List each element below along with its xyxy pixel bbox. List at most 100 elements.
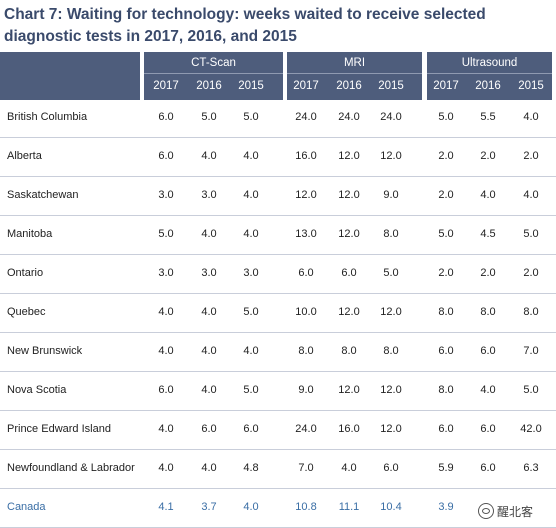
group-header-bg-1 <box>287 52 422 100</box>
table-cell: 7.0 <box>523 345 539 357</box>
group-header-bg-0 <box>144 52 283 100</box>
table-cell: 3.0 <box>201 267 217 279</box>
table-cell: 2.0 <box>523 267 539 279</box>
table-cell: 2.0 <box>438 267 454 279</box>
table-cell: 12.0 <box>380 150 402 162</box>
row-divider <box>0 449 556 450</box>
table-cell: 2.0 <box>438 189 454 201</box>
table-cell: 4.0 <box>243 150 259 162</box>
table-cell: 5.0 <box>158 228 174 240</box>
row-label: Newfoundland & Labrador <box>7 462 135 474</box>
table-cell: 42.0 <box>520 423 542 435</box>
table-cell: 9.0 <box>383 189 399 201</box>
row-label: British Columbia <box>7 111 88 123</box>
table-cell: 3.0 <box>158 189 174 201</box>
table-cell: 4.0 <box>201 345 217 357</box>
row-label: Prince Edward Island <box>7 423 111 435</box>
year-header: 2015 <box>378 80 404 92</box>
table-cell: 6.0 <box>438 345 454 357</box>
year-header: 2017 <box>433 80 459 92</box>
row-header-bg <box>0 52 140 100</box>
table-cell: 4.0 <box>158 345 174 357</box>
table-cell: 6.0 <box>480 345 496 357</box>
table-cell: 8.0 <box>298 345 314 357</box>
row-label: Saskatchewan <box>7 189 79 201</box>
row-label: Manitoba <box>7 228 53 240</box>
table-cell: 12.0 <box>338 228 360 240</box>
table-cell: 5.0 <box>201 111 217 123</box>
table-cell: 4.0 <box>480 384 496 396</box>
year-header: 2016 <box>475 80 501 92</box>
watermark-text: 醒北客 <box>497 504 534 519</box>
row-label: Alberta <box>7 150 42 162</box>
table-cell: 4.0 <box>341 462 357 474</box>
table-cell: 5.0 <box>438 228 454 240</box>
table-cell: 12.0 <box>338 150 360 162</box>
table-cell: 8.0 <box>341 345 357 357</box>
table-cell: 4.0 <box>523 111 539 123</box>
table-cell: 5.9 <box>438 462 454 474</box>
table-cell: 4.8 <box>243 462 259 474</box>
table-cell: 5.0 <box>383 267 399 279</box>
table-cell: 2.0 <box>523 150 539 162</box>
table-cell: 4.0 <box>243 228 259 240</box>
table-cell: 8.0 <box>480 306 496 318</box>
wechat-icon <box>478 503 494 519</box>
chart-title: Chart 7: Waiting for technology: weeks w… <box>4 6 486 45</box>
table-cell: 3.0 <box>243 267 259 279</box>
table-cell: 4.0 <box>243 345 259 357</box>
table-cell: 12.0 <box>380 384 402 396</box>
table-cell: 4.0 <box>201 384 217 396</box>
table-cell: 8.0 <box>383 228 399 240</box>
table-cell: 24.0 <box>295 423 317 435</box>
table-cell: 8.0 <box>438 384 454 396</box>
table-cell: 12.0 <box>338 384 360 396</box>
table-cell: 10.8 <box>295 501 317 513</box>
group-header-label: CT-Scan <box>191 57 236 69</box>
table-cell: 2.0 <box>480 150 496 162</box>
year-header: 2016 <box>196 80 222 92</box>
row-divider <box>0 176 556 177</box>
table-cell: 3.7 <box>201 501 217 513</box>
table-cell: 4.0 <box>201 306 217 318</box>
row-label: New Brunswick <box>7 345 83 357</box>
row-label: Canada <box>7 501 46 513</box>
table-cell: 6.0 <box>201 423 217 435</box>
table-cell: 12.0 <box>380 306 402 318</box>
row-divider <box>0 215 556 216</box>
row-divider <box>0 137 556 138</box>
table-cell: 5.0 <box>438 111 454 123</box>
table-cell: 11.1 <box>338 501 360 513</box>
table-cell: 12.0 <box>338 189 360 201</box>
table-cell: 4.0 <box>158 306 174 318</box>
row-divider <box>0 293 556 294</box>
watermark: 醒北客 <box>478 497 556 525</box>
table-cell: 8.0 <box>523 306 539 318</box>
table-cell: 12.0 <box>380 423 402 435</box>
table-cell: 4.0 <box>201 228 217 240</box>
row-divider <box>0 254 556 255</box>
table-cell: 6.0 <box>298 267 314 279</box>
row-label: Ontario <box>7 267 44 279</box>
table-cell: 12.0 <box>295 189 317 201</box>
table-cell: 5.0 <box>243 384 259 396</box>
table-cell: 7.0 <box>298 462 314 474</box>
table-cell: 4.0 <box>480 189 496 201</box>
table-cell: 5.0 <box>523 384 539 396</box>
table-cell: 6.0 <box>158 384 174 396</box>
table-cell: 6.0 <box>480 423 496 435</box>
group-header-label: MRI <box>343 57 366 69</box>
table-cell: 6.0 <box>341 267 357 279</box>
table-cell: 3.0 <box>201 189 217 201</box>
row-label: Quebec <box>7 306 46 318</box>
year-header: 2015 <box>238 80 264 92</box>
table-cell: 6.0 <box>383 462 399 474</box>
group-header-bg-2 <box>427 52 552 100</box>
group-header-divider <box>287 73 422 74</box>
table-cell: 6.0 <box>158 111 174 123</box>
year-header: 2017 <box>293 80 319 92</box>
year-header: 2017 <box>153 80 179 92</box>
table-cell: 24.0 <box>295 111 317 123</box>
table-cell: 16.0 <box>338 423 360 435</box>
table-cell: 4.5 <box>480 228 496 240</box>
